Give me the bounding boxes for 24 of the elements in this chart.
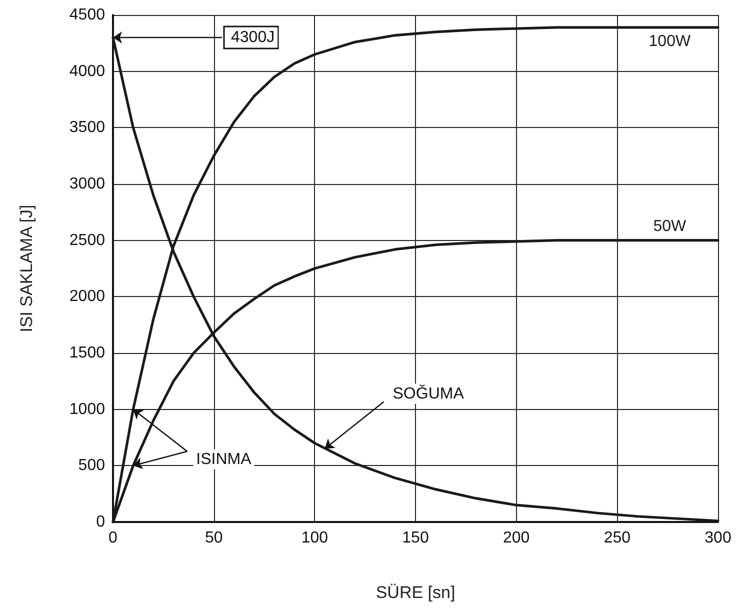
x-tick-label: 300: [704, 530, 732, 546]
annotation: 4300J: [231, 29, 275, 46]
y-tick-label: 1000: [69, 400, 106, 418]
annotation: ISINMA: [196, 450, 252, 468]
x-tick-label: 150: [402, 530, 429, 546]
series-label: 100W: [648, 32, 692, 50]
x-tick-label: 0: [108, 530, 118, 546]
y-axis-title: ISI SAKLAMA [J]: [17, 204, 36, 332]
series-label: 50W: [653, 218, 688, 235]
y-tick-label: 0: [96, 514, 106, 530]
y-tick-label: 2000: [69, 288, 106, 306]
x-axis-title: SÜRE [sn]: [376, 583, 456, 602]
y-tick-label: 3500: [69, 119, 106, 136]
y-tick-label: 3000: [69, 176, 106, 192]
x-tick-label: 250: [604, 530, 631, 546]
x-tick-label: 200: [502, 530, 530, 546]
x-tick-label: 100: [301, 530, 328, 546]
annotation: SOĞUMA: [392, 384, 464, 402]
y-tick-label: 4000: [69, 62, 106, 80]
x-tick-label: 50: [204, 530, 223, 546]
y-tick-label: 4500: [69, 6, 106, 24]
y-tick-label: 1500: [69, 344, 106, 362]
y-tick-label: 2500: [69, 232, 106, 249]
y-tick-label: 500: [78, 457, 106, 474]
